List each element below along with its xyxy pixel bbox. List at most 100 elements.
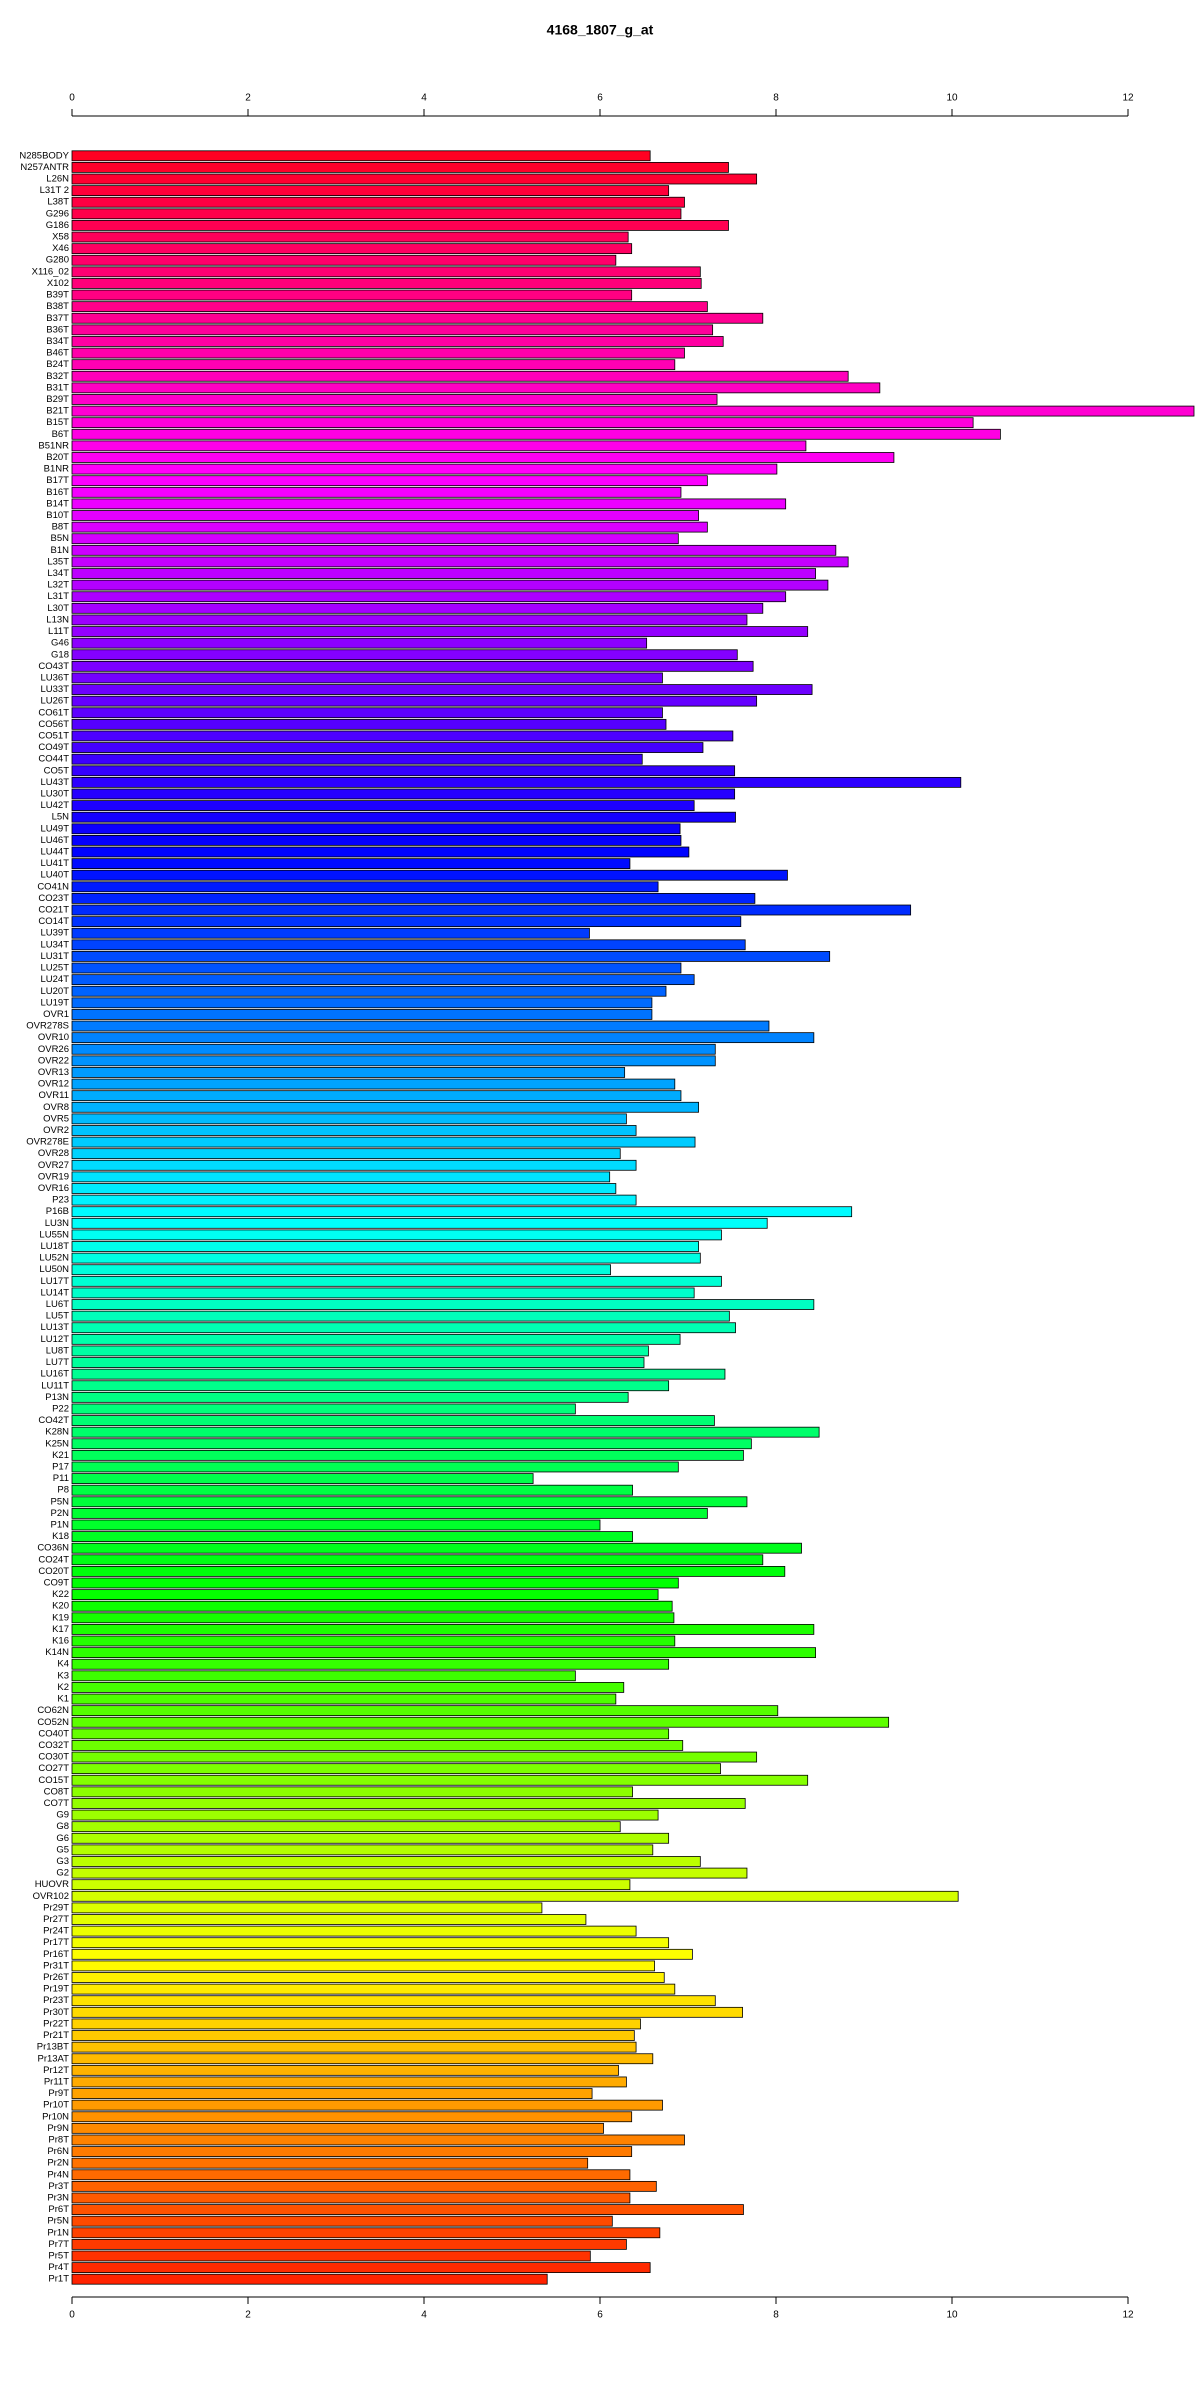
bar <box>71 2053 654 2065</box>
bar <box>71 544 837 556</box>
y-tick-label: Pr9N <box>47 2123 69 2134</box>
y-tick-label: K1 <box>57 1694 69 1705</box>
y-tick-label: LU20T <box>40 986 69 997</box>
bar <box>71 1948 693 1960</box>
bar <box>71 1009 653 1020</box>
bar <box>71 463 778 475</box>
bar <box>71 626 809 637</box>
bar <box>71 985 667 997</box>
bar <box>71 1345 649 1357</box>
y-tick-label: N285BODY <box>19 150 69 161</box>
bar <box>71 243 633 255</box>
bar <box>71 707 663 719</box>
y-tick-label: P13N <box>45 1392 69 1403</box>
bar <box>71 1844 654 1856</box>
bar <box>71 1914 587 1925</box>
bar <box>71 1438 752 1450</box>
bar <box>71 1635 676 1647</box>
y-tick-label: Pr12T <box>43 2065 69 2076</box>
y-tick-label: B37T <box>46 313 69 324</box>
y-tick-label: OVR22 <box>38 1055 69 1066</box>
y-tick-label: B51NR <box>38 440 69 451</box>
bar <box>71 2111 633 2123</box>
bar <box>71 486 682 498</box>
bar <box>71 1473 534 1484</box>
y-tick-label: K2 <box>57 1682 69 1693</box>
y-tick-label: OVR19 <box>38 1171 69 1182</box>
y-tick-label: B14T <box>46 498 69 509</box>
bar <box>71 1716 890 1728</box>
bar <box>71 1391 629 1403</box>
bar <box>71 382 881 394</box>
bar <box>71 1856 701 1867</box>
y-tick-label: B21T <box>46 406 69 417</box>
bar <box>71 1241 699 1252</box>
bar <box>71 614 748 626</box>
y-tick-label: X58 <box>52 232 69 243</box>
bar <box>71 1589 659 1600</box>
y-tick-label: K22 <box>52 1589 69 1600</box>
bar <box>71 1357 645 1368</box>
y-tick-label: LU25T <box>40 963 69 974</box>
x-tick-label: 4 <box>421 93 427 104</box>
y-tick-label: OVR1 <box>43 1009 69 1020</box>
bar <box>71 1670 576 1682</box>
y-tick-label: B24T <box>46 359 69 370</box>
bar <box>71 1798 746 1809</box>
bar <box>71 1647 816 1659</box>
bar <box>71 1415 715 1426</box>
bar <box>71 1426 820 1438</box>
bar <box>71 823 681 835</box>
bar <box>71 1554 764 1566</box>
y-tick-label: Pr10N <box>42 2111 69 2122</box>
bar <box>71 1090 682 1102</box>
y-tick-label: Pr21T <box>43 2030 69 2041</box>
bar <box>71 1809 659 1821</box>
bar <box>71 1171 611 1183</box>
y-tick-label: Pr3N <box>47 2192 69 2203</box>
y-tick-label: B8T <box>52 522 70 533</box>
y-tick-label: OVR102 <box>33 1891 69 1902</box>
y-tick-label: P11 <box>53 1473 69 1484</box>
y-tick-label: G8 <box>56 1821 69 1832</box>
bar <box>71 1206 853 1218</box>
bar <box>71 2041 637 2053</box>
bar <box>71 162 729 173</box>
bar <box>71 776 962 788</box>
bar <box>71 301 708 313</box>
y-tick-label: K18 <box>52 1531 69 1542</box>
y-tick-label: CO30T <box>38 1752 69 1763</box>
bar <box>71 1380 670 1392</box>
bar <box>71 1879 631 1891</box>
x-tick-label: 6 <box>597 2310 603 2321</box>
y-tick-label: Pr10T <box>43 2100 69 2111</box>
y-tick-label: LU39T <box>40 928 69 939</box>
y-tick-label: Pr30T <box>43 2007 69 2018</box>
y-tick-label: B5N <box>51 533 70 544</box>
bar <box>71 951 831 962</box>
y-tick-label: X46 <box>52 243 69 254</box>
bar <box>71 1067 626 1078</box>
y-tick-label: G3 <box>56 1856 69 1867</box>
bar <box>71 637 648 649</box>
y-tick-label: L31T <box>47 591 69 602</box>
bar <box>71 1566 786 1577</box>
y-tick-label: P17 <box>52 1461 69 1472</box>
bar <box>71 1774 809 1786</box>
y-tick-label: Pr6N <box>47 2146 69 2157</box>
y-tick-label: OVR26 <box>38 1044 69 1055</box>
bar <box>71 428 1001 440</box>
bar <box>71 2088 593 2099</box>
y-tick-label: B34T <box>46 336 69 347</box>
y-tick-label: LU19T <box>40 997 69 1008</box>
y-tick-label: Pr23T <box>43 1995 69 2006</box>
y-tick-label: K16 <box>52 1636 69 1647</box>
bar <box>71 1519 601 1531</box>
y-tick-label: B31T <box>46 382 69 393</box>
x-tick-label: 12 <box>1122 2310 1134 2321</box>
bar <box>71 2169 631 2181</box>
bar <box>71 521 708 533</box>
y-tick-label: LU42T <box>40 800 69 811</box>
y-tick-label: B16T <box>46 487 69 498</box>
bar <box>71 869 788 881</box>
